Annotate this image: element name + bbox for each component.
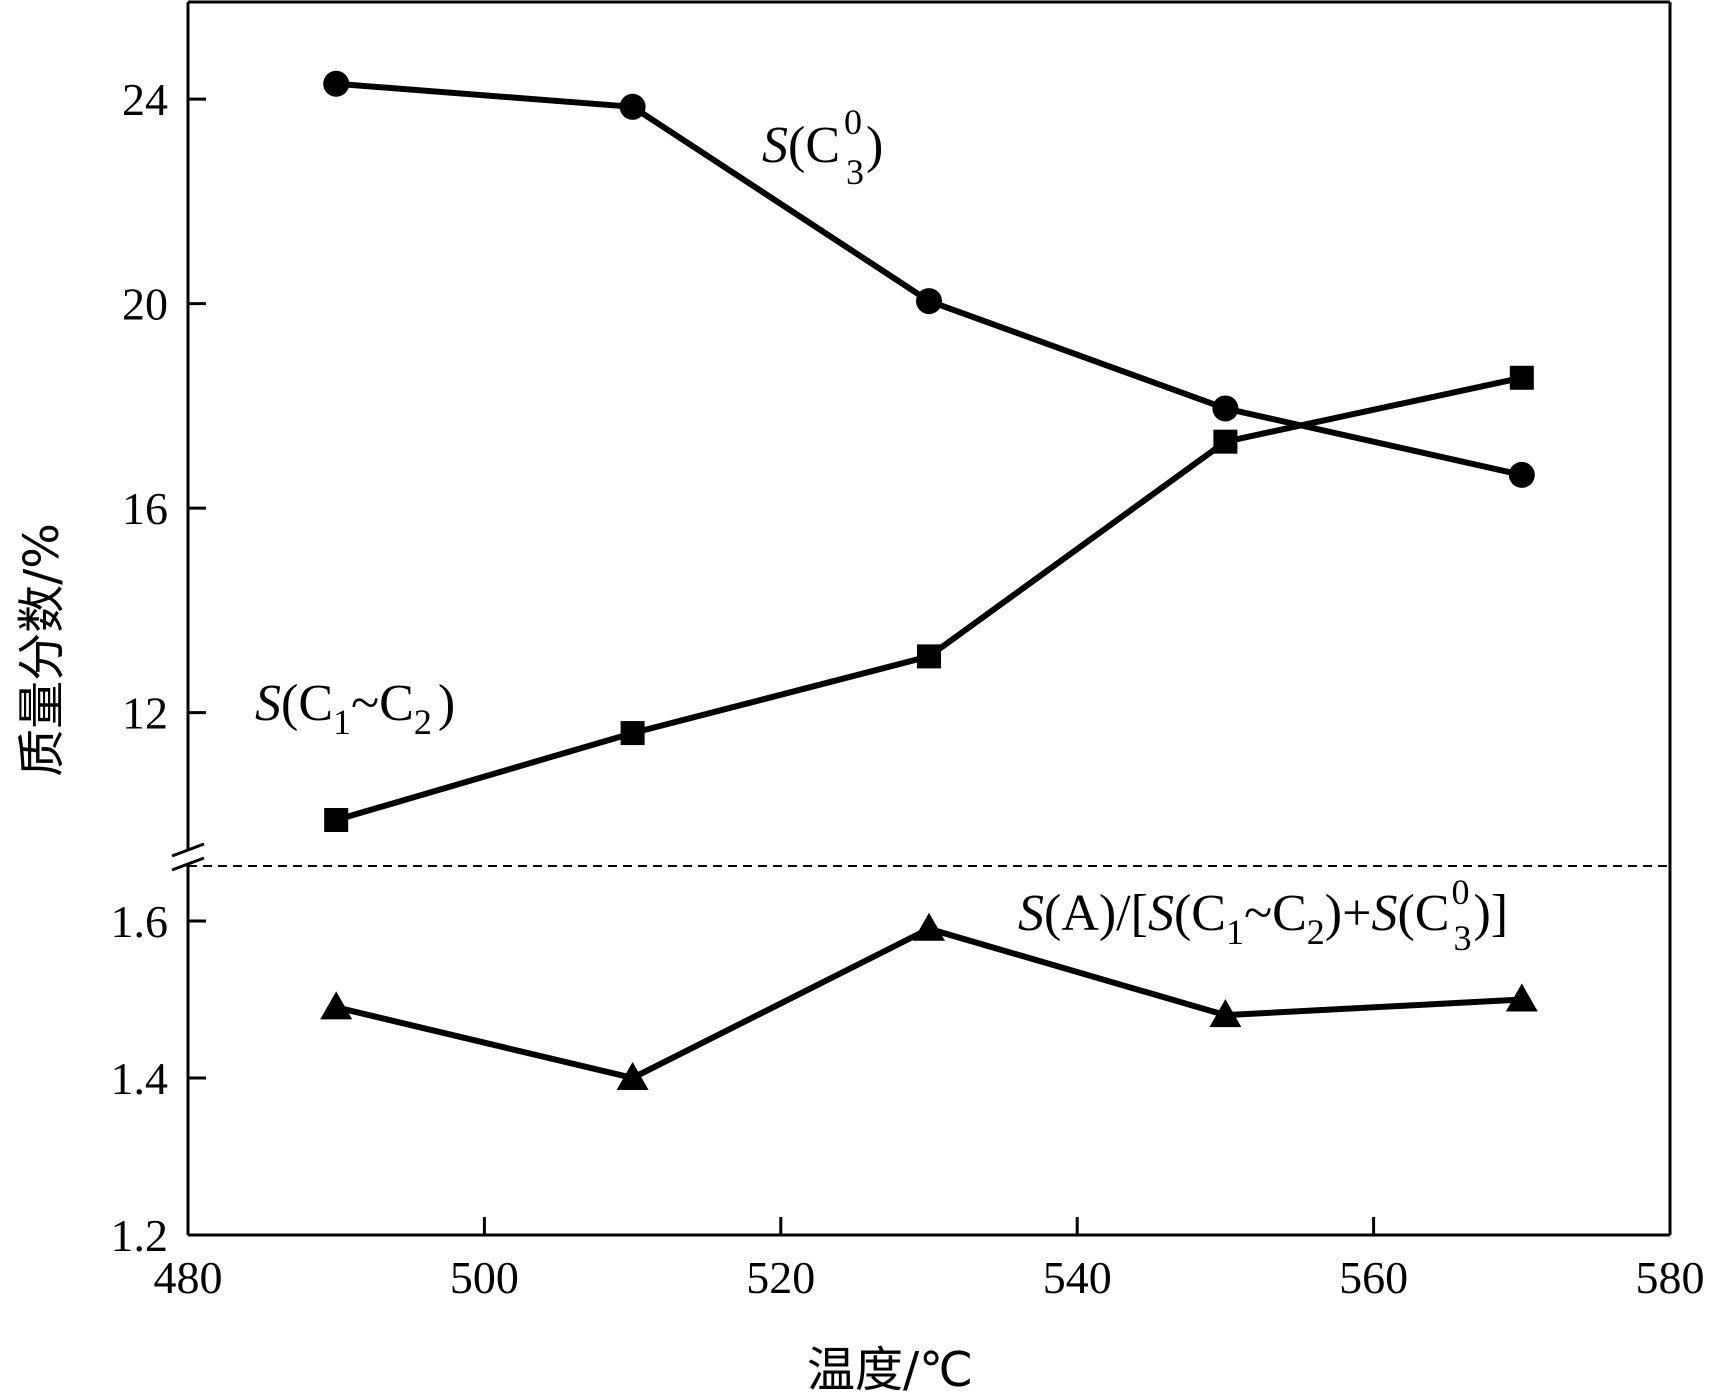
c1c2-label-sub2: 2 (414, 702, 432, 742)
data-point-c3 (1508, 461, 1535, 488)
data-point-ratio (913, 912, 945, 941)
ratio-label-s3: S (1371, 885, 1397, 942)
series-line-ratio (335, 925, 1522, 1081)
data-point-ratio (616, 1061, 649, 1090)
axis-break-mark (171, 856, 205, 872)
y-tick-label: 1.6 (111, 896, 169, 947)
y-tick-label: 1.2 (111, 1210, 169, 1261)
ratio-label-sub1: 1 (1226, 912, 1244, 952)
ratio-label-part2: (C (1174, 885, 1226, 942)
x-tick-label: 480 (154, 1252, 223, 1303)
x-tick-label: 540 (1043, 1252, 1112, 1303)
data-point-ratio (1209, 999, 1242, 1028)
c1c2-label-sub1: 1 (333, 702, 351, 742)
y-tick-label: 24 (122, 74, 168, 125)
series-layer (320, 70, 1538, 1090)
c3-label-close: ) (866, 117, 883, 174)
ratio-label-plus: )+ (1325, 885, 1372, 942)
data-point-c1c2 (620, 721, 645, 746)
data-point-c1c2 (324, 807, 349, 832)
ratio-label-sub3: 3 (1453, 918, 1471, 958)
x-axis-title: 温度/℃ (807, 1342, 973, 1398)
c3-label-sup: 0 (844, 102, 862, 142)
ratio-label-part1: (A)/[ (1044, 885, 1148, 942)
y-axis-title: 质量分数/% (14, 523, 70, 777)
x-tick-label: 500 (450, 1252, 519, 1303)
c1c2-label-s: S (255, 675, 281, 732)
data-point-c3 (619, 93, 646, 120)
data-point-c3 (323, 70, 350, 97)
series-line-c1c2 (335, 374, 1523, 823)
ratio-label-part3: (C (1397, 885, 1449, 942)
c3-label-s: S (762, 117, 788, 174)
ratio-label-sup3: 0 (1451, 872, 1469, 912)
axis-break-mark (171, 842, 205, 858)
data-point-c1c2 (1509, 365, 1534, 390)
c1c2-label-open: (C (281, 675, 333, 732)
series-label-c3: S(C 3 0) (762, 102, 883, 192)
data-point-c3 (916, 288, 942, 315)
ratio-label-sub2: 2 (1307, 912, 1325, 952)
y-tick-label: 1.4 (111, 1053, 169, 1104)
y-tick-label: 16 (122, 483, 168, 534)
c1c2-label-mid: ~C (351, 675, 414, 732)
ratio-label-close: )] (1473, 885, 1508, 942)
c3-label-open: (C (788, 117, 840, 174)
ratio-label-s2: S (1148, 885, 1174, 942)
x-tick-label: 520 (746, 1252, 815, 1303)
c3-label-sub: 3 (846, 152, 864, 192)
series-label-ratio: S(A)/[S(C1~C2)+S(C 30)] (1018, 872, 1508, 958)
data-point-ratio (320, 991, 353, 1020)
data-point-c1c2 (917, 644, 941, 669)
data-point-ratio (1505, 983, 1538, 1012)
ratio-label-mid: ~C (1244, 885, 1307, 942)
x-tick-label: 560 (1339, 1252, 1408, 1303)
c1c2-label-close: ) (438, 675, 455, 732)
x-tick-label: 580 (1636, 1252, 1705, 1303)
series-label-c1c2: S(C1~C2) (255, 675, 455, 742)
data-point-c3 (1212, 395, 1239, 422)
data-point-c1c2 (1213, 429, 1238, 454)
y-tick-label: 20 (122, 279, 168, 330)
ratio-label-s1: S (1018, 885, 1044, 942)
y-tick-label: 12 (122, 688, 168, 739)
